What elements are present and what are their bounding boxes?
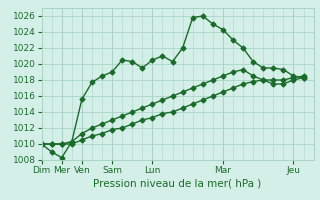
X-axis label: Pression niveau de la mer( hPa ): Pression niveau de la mer( hPa ) [93,179,262,189]
